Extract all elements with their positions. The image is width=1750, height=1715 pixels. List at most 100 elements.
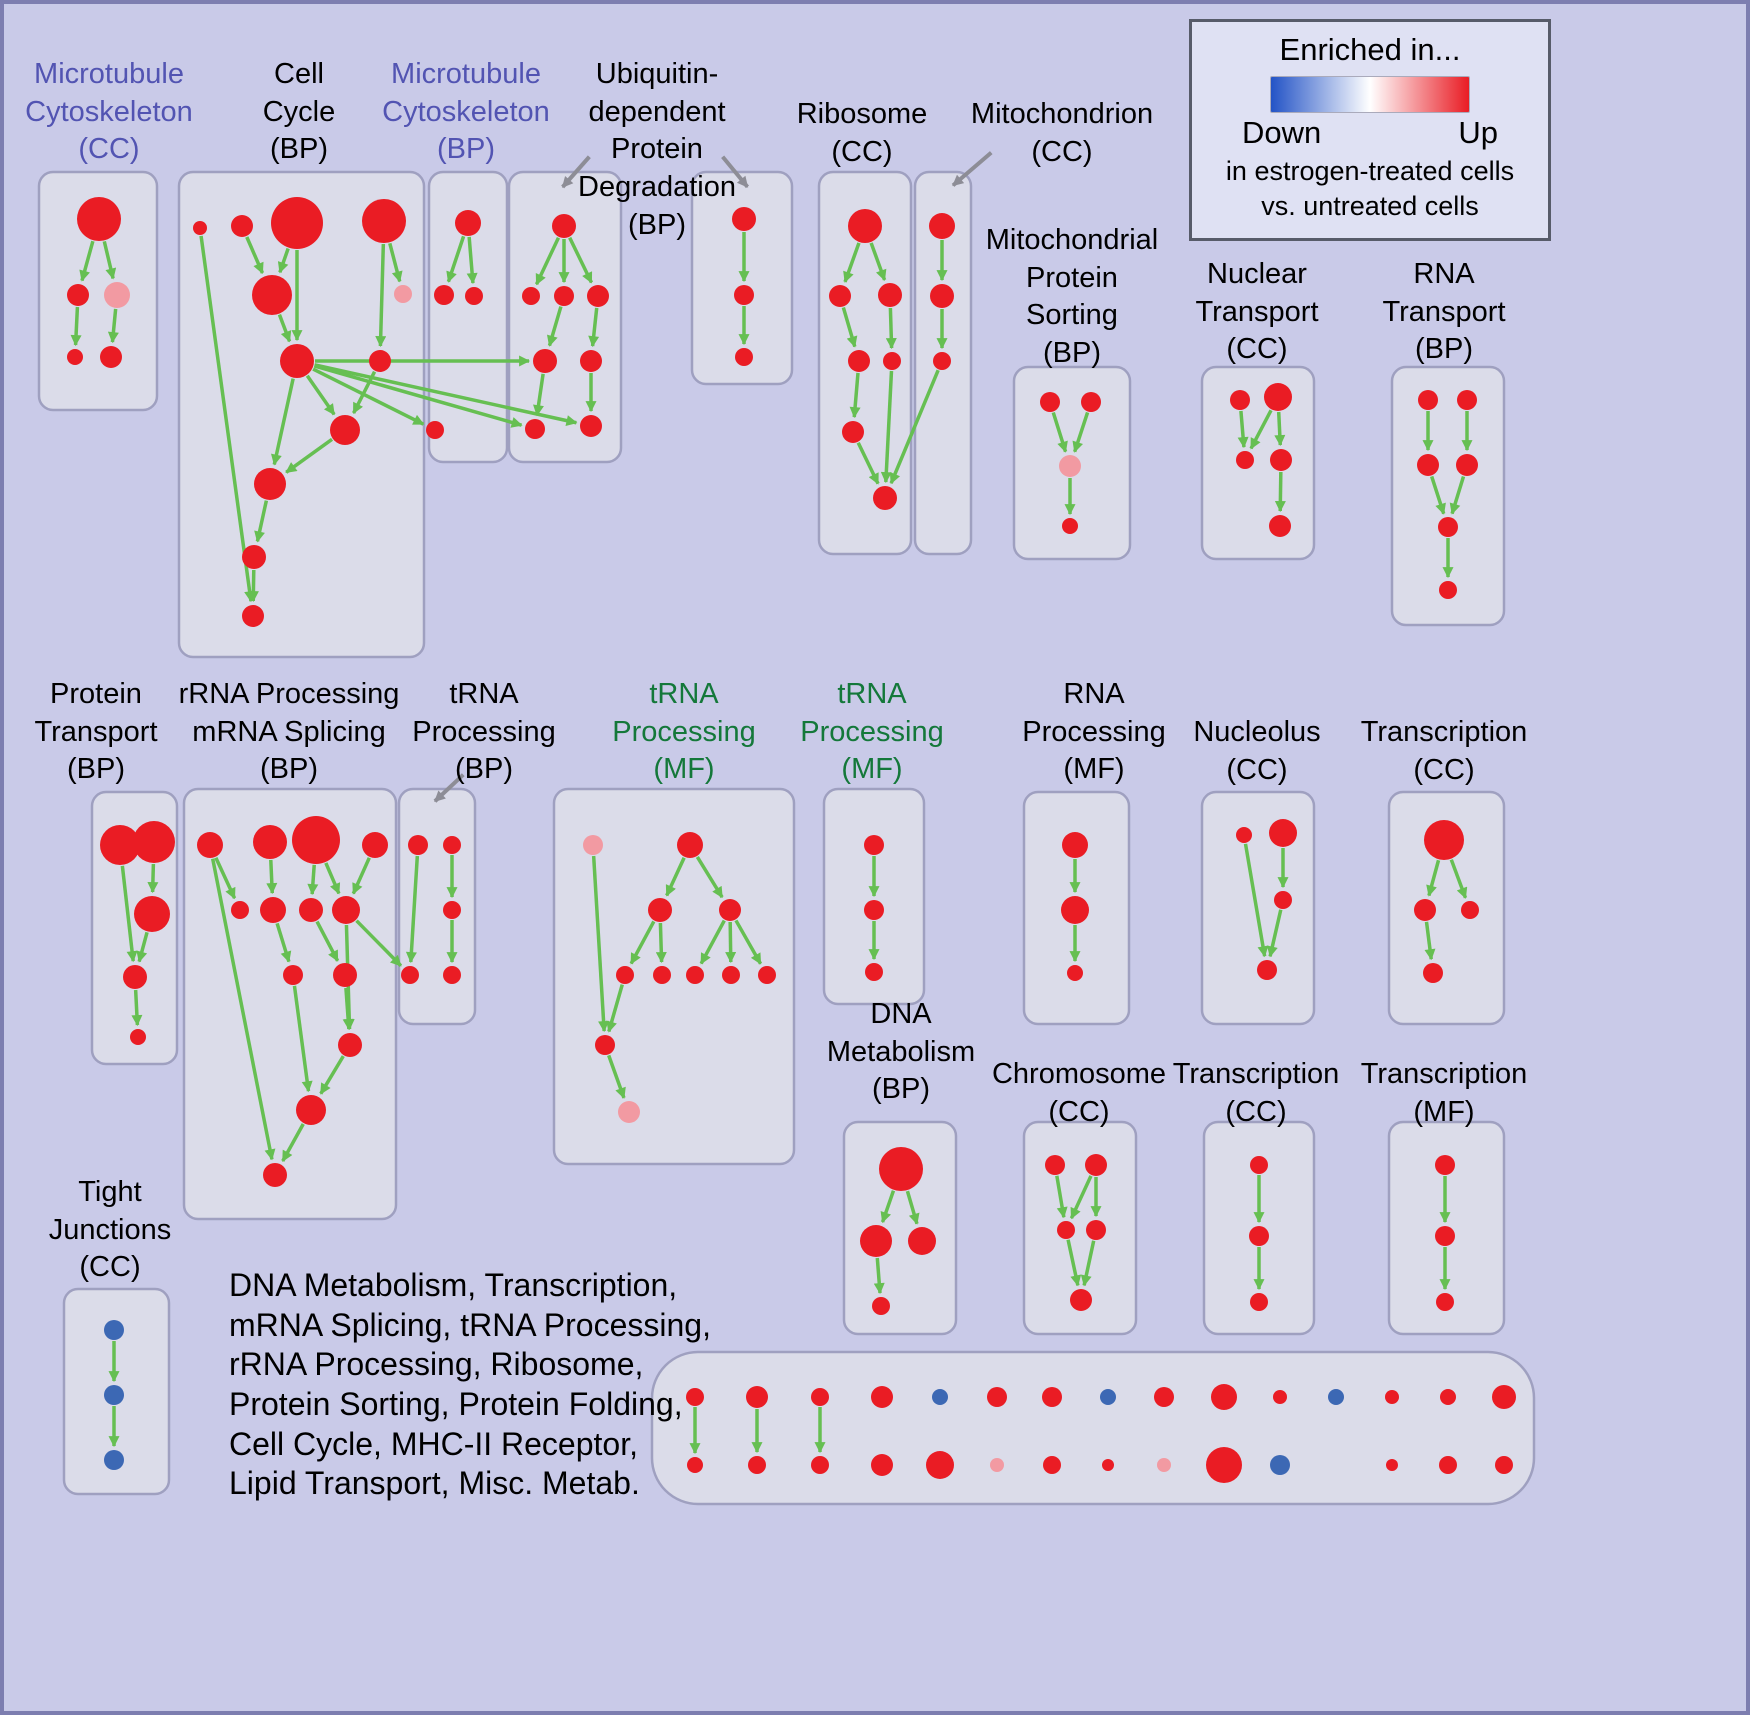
edge-arrow	[856, 442, 880, 485]
go-term-node-nucleolus-cc-0	[1236, 827, 1252, 843]
go-term-node-transcription-mf-2	[1436, 1293, 1454, 1311]
go-term-node-cell-cycle-bp-10	[242, 545, 266, 569]
edge-arrow	[1066, 1239, 1082, 1287]
go-term-node-nuclear-transport-cc-1	[1264, 383, 1292, 411]
go-term-node-dna-metabolism-bp-0	[879, 1147, 923, 1191]
misc-node-top-8	[1154, 1387, 1174, 1407]
go-term-node-rrna-processing-mrna-splicing-bp-9	[333, 963, 357, 987]
edge-arrow	[1072, 411, 1090, 453]
misc-node-top-7	[1100, 1389, 1116, 1405]
misc-node-top-5	[987, 1387, 1007, 1407]
edge-arrow	[271, 378, 295, 466]
go-term-node-trna-processing-mf-1-9	[595, 1035, 615, 1055]
misc-node-top-13	[1440, 1389, 1456, 1405]
misc-node-bottom-5	[990, 1458, 1004, 1472]
go-term-node-trna-processing-mf-2-0	[864, 835, 884, 855]
cluster-box-nuclear-transport-cc	[1200, 365, 1316, 561]
go-term-node-cell-cycle-bp-4	[252, 275, 292, 315]
go-term-node-mitochondrion-cc-0	[929, 213, 955, 239]
edge-arrow	[312, 367, 425, 426]
legend-gradient-bar	[1270, 76, 1470, 113]
go-term-node-microtubule-cytoskeleton-cc-4	[100, 346, 122, 368]
go-term-node-ribosome-cc-6	[873, 486, 897, 510]
edge-arrow	[1426, 859, 1441, 897]
go-term-node-trna-processing-bp-4	[443, 966, 461, 984]
edge-arrow	[1424, 921, 1436, 961]
go-term-node-rrna-processing-mrna-splicing-bp-10	[338, 1033, 362, 1057]
go-term-node-nucleolus-cc-1	[1269, 819, 1297, 847]
go-term-node-ribosome-cc-4	[883, 352, 901, 370]
edge-arrow	[721, 155, 750, 189]
go-term-node-protein-transport-bp-0	[100, 825, 140, 865]
go-term-node-microtubule-cytoskeleton-bp-3	[426, 421, 444, 439]
edge-arrow	[568, 236, 594, 284]
go-term-node-rna-transport-bp-4	[1438, 517, 1458, 537]
edge-arrow	[70, 306, 82, 347]
edge-arrow	[1449, 859, 1468, 899]
misc-node-bottom-6	[1043, 1456, 1061, 1474]
edge-arrow	[281, 1123, 305, 1162]
edge-arrow	[275, 922, 292, 963]
go-term-node-microtubule-cytoskeleton-cc-3	[67, 349, 83, 365]
misc-node-bottom-14	[1495, 1456, 1513, 1474]
legend-down-label: Down	[1242, 115, 1322, 150]
go-term-node-trna-processing-bp-1	[443, 836, 461, 854]
go-term-node-ubiquitin-dependent-protein-degradation-bp-6	[525, 419, 545, 439]
misc-node-top-12	[1385, 1390, 1399, 1404]
edge-arrow	[534, 237, 561, 286]
go-term-node-microtubule-cytoskeleton-bp-1	[434, 285, 454, 305]
cluster-box-microtubule-cytoskeleton-cc	[37, 170, 159, 412]
go-term-node-transcription-cc-2-2	[1250, 1293, 1268, 1311]
misc-node-bottom-12	[1386, 1459, 1398, 1471]
go-term-node-cell-cycle-bp-0	[193, 221, 207, 235]
edge-arrow	[725, 921, 737, 964]
cluster-box-dna-metabolism-bp	[842, 1120, 958, 1336]
go-term-node-transcription-cc-2-1	[1249, 1226, 1269, 1246]
edge-arrow	[285, 437, 334, 474]
edge-arrow	[315, 920, 340, 962]
go-term-node-nuclear-transport-cc-4	[1269, 515, 1291, 537]
misc-node-top-1	[746, 1386, 768, 1408]
go-term-node-nucleolus-cc-2	[1274, 891, 1292, 909]
go-term-node-trna-processing-bp-0	[408, 835, 428, 855]
edge-arrow	[102, 240, 117, 280]
go-term-node-dna-metabolism-bp-2	[908, 1227, 936, 1255]
misc-node-top-10	[1273, 1390, 1287, 1404]
misc-node-top-0	[686, 1388, 704, 1406]
go-term-node-microtubule-cytoskeleton-bp-2	[465, 287, 483, 305]
edge-arrow	[629, 920, 656, 965]
edge-arrow	[699, 919, 726, 965]
go-term-node-rrna-processing-mrna-splicing-bp-11	[296, 1095, 326, 1125]
edge-arrow	[905, 1190, 920, 1225]
misc-node-bottom-9	[1206, 1447, 1242, 1483]
go-term-node-dna-metabolism-bp-1	[860, 1225, 892, 1257]
cluster-box-ubiquitin-dependent-protein-degradation-bp	[507, 170, 623, 464]
misc-node-bottom-7	[1102, 1459, 1114, 1471]
edge-arrow	[305, 374, 336, 416]
edge-arrow	[131, 989, 143, 1027]
cluster-box-chromosome-cc	[1022, 1120, 1138, 1336]
go-network-diagram	[37, 151, 1536, 1506]
edge-arrow	[120, 865, 138, 963]
nodes-layer	[67, 197, 1516, 1483]
go-term-node-transcription-cc-2-0	[1250, 1156, 1268, 1174]
go-term-node-rrna-processing-mrna-splicing-bp-0	[197, 832, 223, 858]
go-term-node-rna-transport-bp-2	[1417, 454, 1439, 476]
go-term-node-trna-processing-mf-1-0	[583, 835, 603, 855]
go-term-node-ribosome-cc-0	[848, 209, 882, 243]
go-term-node-nuclear-transport-cc-2	[1236, 451, 1254, 469]
edge-arrow	[405, 855, 420, 964]
edge-arrow	[889, 369, 940, 485]
go-term-node-trna-processing-mf-1-7	[722, 966, 740, 984]
edge-arrow	[254, 500, 269, 543]
go-term-node-rrna-processing-mrna-splicing-bp-4	[231, 901, 249, 919]
edge-arrow	[324, 862, 341, 895]
misc-node-bottom-1	[748, 1456, 766, 1474]
go-term-node-trna-processing-mf-1-1	[677, 832, 703, 858]
go-term-node-microtubule-cytoskeleton-cc-0	[77, 197, 121, 241]
go-term-node-trna-processing-mf-2-2	[865, 963, 883, 981]
legend-subtitle: in estrogen-treated cells vs. untreated …	[1225, 156, 1515, 221]
go-term-node-transcription-cc-1-1	[1414, 899, 1436, 921]
misc-node-bottom-2	[811, 1456, 829, 1474]
edge-arrow	[375, 243, 387, 348]
